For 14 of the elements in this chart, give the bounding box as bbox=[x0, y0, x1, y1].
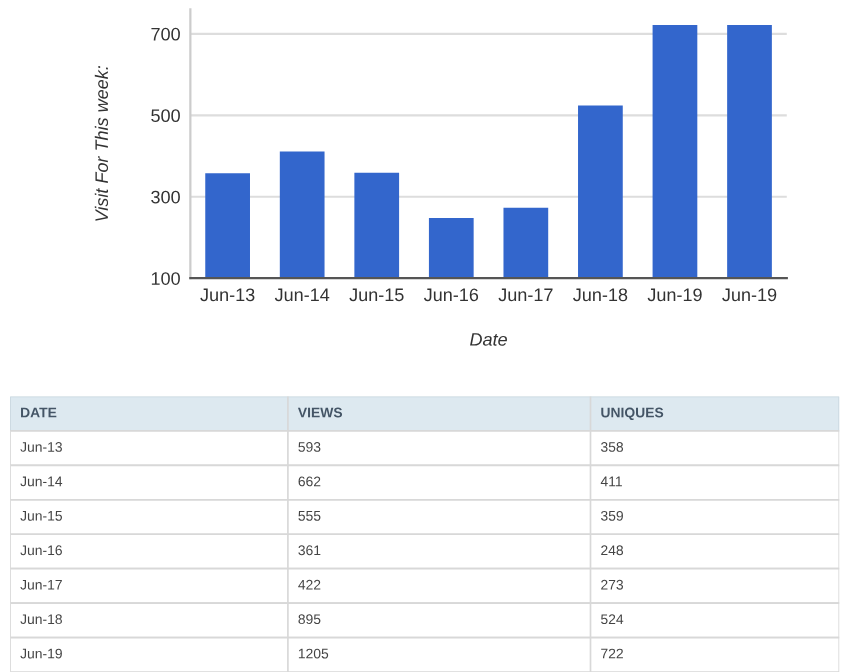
y-axis-title: Visit For This week: bbox=[94, 65, 109, 221]
y-tick-label: 300 bbox=[151, 190, 180, 204]
x-tick-label: Jun-17 bbox=[498, 288, 553, 302]
x-tick-label: Jun-15 bbox=[349, 288, 404, 302]
y-tick-label: 100 bbox=[151, 272, 180, 285]
y-tick-label: 500 bbox=[151, 109, 180, 123]
x-tick-label: Jun-19 bbox=[722, 288, 777, 302]
x-axis-title: Date bbox=[470, 333, 507, 346]
x-tick-label: Jun-13 bbox=[200, 288, 255, 302]
x-tick-label: Jun-14 bbox=[274, 288, 330, 302]
x-tick-label: Jun-18 bbox=[573, 288, 628, 302]
x-tick-label: Jun-16 bbox=[423, 288, 479, 302]
y-tick-label: 700 bbox=[151, 27, 180, 41]
x-tick-label: Jun-19 bbox=[647, 288, 702, 302]
